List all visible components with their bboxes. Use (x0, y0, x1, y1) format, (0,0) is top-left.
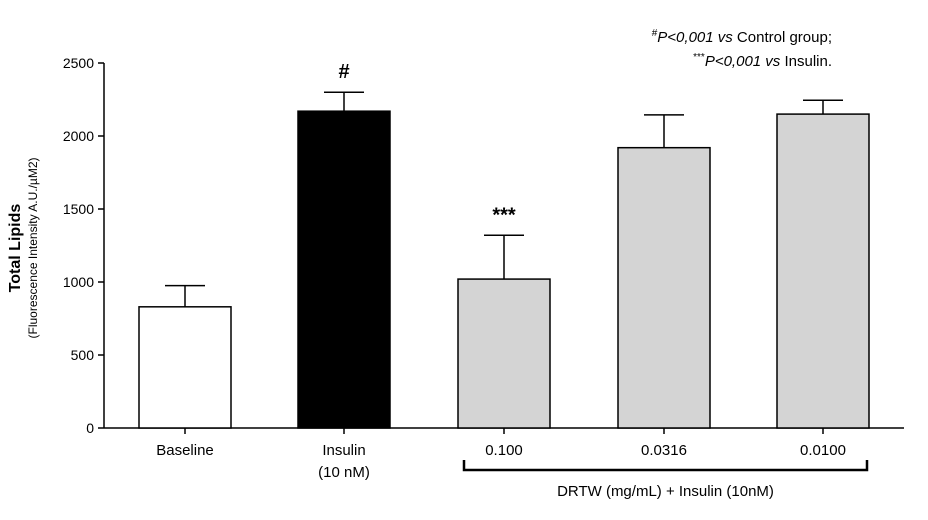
significance-note-2: ***P<0,001 vs Insulin. (693, 52, 832, 70)
y-tick-label: 0 (86, 420, 94, 436)
note-2-text: Insulin. (780, 53, 832, 70)
group-bracket-label: DRTW (mg/mL) + Insulin (10nM) (557, 483, 774, 500)
y-axis-title: Total Lipids (7, 204, 24, 293)
significance-note-1: #P<0,001 vs Control group; (652, 28, 832, 46)
note-1-text: Control group; (733, 29, 832, 46)
y-tick-label: 500 (71, 347, 95, 363)
y-axis-subtitle: (Fluorescence Intensity A.U./µM2) (26, 158, 40, 339)
note-1-sup: # (652, 28, 658, 39)
note-2-sup: *** (693, 52, 705, 63)
group-bracket (462, 460, 869, 472)
y-tick-label: 2000 (63, 128, 94, 144)
y-tick-label: 1000 (63, 274, 94, 290)
bar-0-100 (457, 278, 551, 429)
x-tick-label: 0.0316 (641, 442, 687, 459)
y-tick-label: 2500 (63, 55, 94, 71)
x-tick-sublabel: (10 nM) (318, 464, 370, 481)
significance-marker: *** (492, 204, 516, 226)
significance-marker: # (338, 61, 349, 83)
x-tick-label: Baseline (156, 442, 214, 459)
x-tick-labels: Baseline Insulin (10 nM) 0.100 0.0316 0.0100 (156, 442, 846, 481)
bar-0-0316 (617, 146, 711, 429)
y-tick-label: 1500 (63, 201, 94, 217)
note-2-italic: P<0,001 vs (705, 53, 781, 70)
bar-0-0100 (776, 113, 870, 429)
bar-insulin (297, 110, 391, 429)
note-1-italic: P<0,001 vs (657, 29, 733, 46)
bar-baseline (138, 306, 232, 429)
bars: # *** (138, 61, 870, 434)
x-tick-label: 0.100 (485, 442, 523, 459)
x-tick-label: Insulin (322, 442, 365, 459)
y-ticks: 0 500 1000 1500 2000 2500 (63, 55, 104, 436)
x-tick-label: 0.0100 (800, 442, 846, 459)
